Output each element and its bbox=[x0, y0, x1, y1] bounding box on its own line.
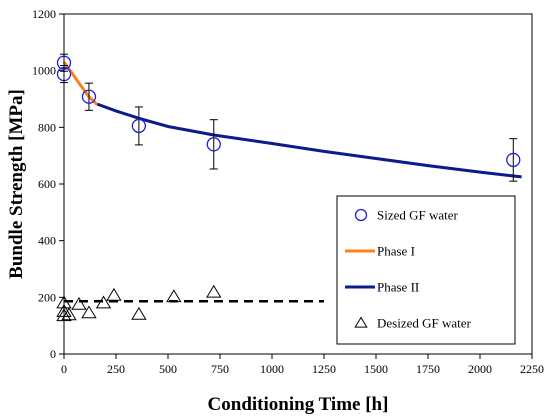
x-tick-label: 2250 bbox=[520, 362, 544, 376]
x-tick-label: 500 bbox=[159, 362, 177, 376]
x-tick-label: 1250 bbox=[312, 362, 336, 376]
legend-label: Phase II bbox=[377, 280, 419, 295]
data-point-circle bbox=[206, 137, 221, 152]
legend-symbol-circle bbox=[354, 208, 368, 222]
data-point-triangle bbox=[106, 287, 122, 301]
data-point-triangle bbox=[206, 284, 222, 298]
legend-label: Desized GF water bbox=[377, 316, 472, 331]
data-point-triangle bbox=[71, 296, 87, 310]
y-tick-label: 200 bbox=[38, 290, 56, 304]
series-line bbox=[96, 102, 522, 179]
legend-box bbox=[336, 195, 516, 345]
y-tick-label: 400 bbox=[38, 234, 56, 248]
data-point-triangle bbox=[61, 307, 77, 321]
plot-marks bbox=[56, 53, 522, 322]
x-tick-label: 2000 bbox=[468, 362, 492, 376]
x-axis-label: Conditioning Time [h] bbox=[208, 394, 389, 415]
axes: 0 250 500 750 1000 1250 1500 1750 2000 2250 0 200 40… bbox=[32, 7, 544, 376]
x-tick-label: 1000 bbox=[260, 362, 284, 376]
x-tick-label: 1750 bbox=[416, 362, 440, 376]
legend-label: Phase I bbox=[377, 244, 415, 259]
y-tick-label: 1200 bbox=[32, 7, 56, 21]
y-tick-label: 800 bbox=[38, 120, 56, 134]
x-tick-label: 0 bbox=[61, 362, 67, 376]
data-point-triangle bbox=[131, 306, 147, 320]
data-point-circle bbox=[81, 89, 97, 104]
data-point-triangle bbox=[166, 289, 182, 303]
data-point-circle bbox=[506, 152, 521, 168]
y-tick-label: 1000 bbox=[32, 64, 56, 78]
legend-label: Sized GF water bbox=[377, 208, 459, 223]
data-point-circle bbox=[131, 118, 147, 134]
y-tick-label: 600 bbox=[38, 177, 56, 191]
x-tick-label: 1500 bbox=[364, 362, 388, 376]
legend: Sized GF water Phase I Phase II Desized GF … bbox=[336, 195, 516, 345]
x-tick-label: 750 bbox=[211, 362, 229, 376]
data-point-triangle bbox=[81, 305, 97, 319]
data-point-triangle bbox=[95, 295, 112, 309]
x-tick-label: 250 bbox=[107, 362, 125, 376]
y-tick-label: 0 bbox=[50, 347, 56, 361]
legend-symbol-triangle bbox=[354, 316, 368, 328]
y-axis-label: Bundle Strength [MPa] bbox=[6, 89, 27, 279]
